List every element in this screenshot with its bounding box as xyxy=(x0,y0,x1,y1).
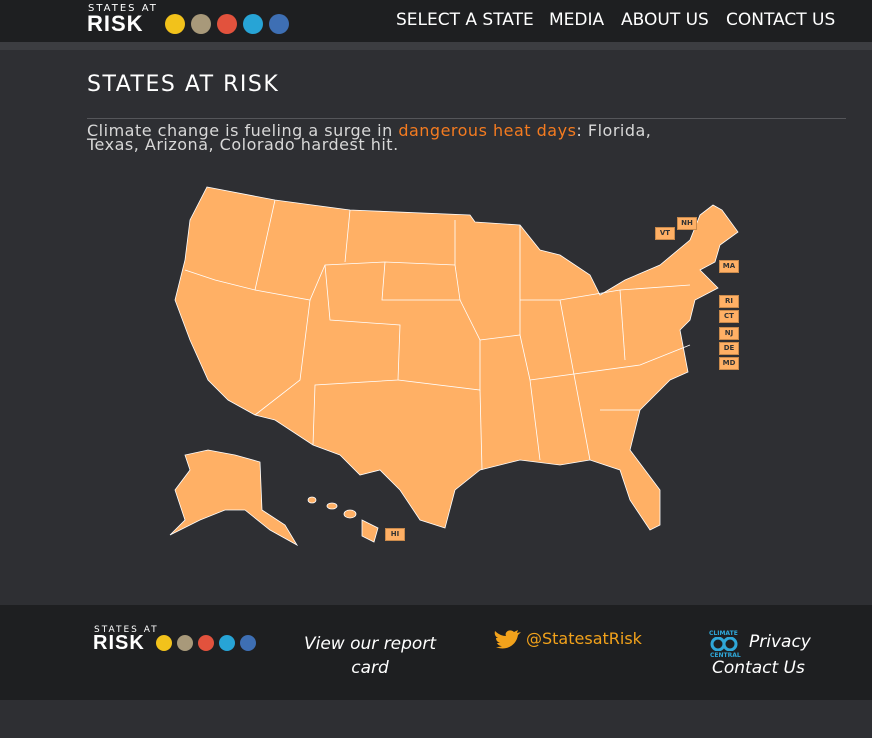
partner-icon xyxy=(710,637,738,651)
twitter-link[interactable]: @StatesatRisk xyxy=(526,629,642,648)
footer-logo-top: STATES AT xyxy=(94,625,159,635)
hawaii[interactable] xyxy=(343,509,357,519)
divider xyxy=(87,118,846,119)
state-label[interactable]: NH xyxy=(677,217,697,230)
partner-top: CLIMATE xyxy=(709,630,738,637)
footer-logo-icons xyxy=(156,635,256,651)
footer-logo-main[interactable]: RISK xyxy=(93,632,145,654)
state-label[interactable]: HI xyxy=(385,528,405,541)
state-label[interactable]: CT xyxy=(719,310,739,323)
contact-link[interactable]: Contact Us xyxy=(712,658,805,678)
state-label[interactable]: VT xyxy=(655,227,675,240)
header-bar xyxy=(0,42,872,50)
alaska[interactable] xyxy=(169,449,299,547)
partner-bottom: CENTRAL xyxy=(710,652,741,659)
intro-text: Climate change is fueling a surge in xyxy=(87,121,399,140)
page-title: STATES AT RISK xyxy=(87,72,280,97)
state-label[interactable]: DE xyxy=(719,342,739,355)
twitter-icon[interactable] xyxy=(494,629,522,653)
hawaii[interactable] xyxy=(326,502,338,510)
nav-link[interactable]: MEDIA xyxy=(549,10,605,30)
logo-main[interactable]: RISK xyxy=(87,11,144,36)
nav-link[interactable]: CONTACT US xyxy=(726,10,836,30)
intro-link[interactable]: dangerous heat days xyxy=(398,121,577,140)
header: STATES AT RISK SELECT A STATE MEDIA ABOU… xyxy=(0,0,872,42)
state-label[interactable]: MD xyxy=(719,357,739,370)
logo-icons xyxy=(165,14,289,34)
state-label[interactable]: RI xyxy=(719,295,739,308)
intro-text: : Florida, Texas, Arizona, Colorado hard… xyxy=(87,121,652,154)
state-label[interactable]: NJ xyxy=(719,327,739,340)
state-label[interactable]: MA xyxy=(719,260,739,273)
logo-top: STATES AT xyxy=(88,3,158,14)
state-borders xyxy=(184,199,691,471)
intro: Climate change is fueling a surge in dan… xyxy=(87,121,707,154)
hawaii[interactable] xyxy=(361,519,379,543)
nav-link[interactable]: ABOUT US xyxy=(621,10,709,30)
us-map[interactable] xyxy=(0,0,872,600)
report-link[interactable]: View our report card xyxy=(304,634,436,678)
nav-link[interactable]: SELECT A STATE xyxy=(396,10,534,30)
lower-48[interactable] xyxy=(174,186,739,531)
hawaii[interactable] xyxy=(307,496,317,504)
privacy-link[interactable]: Privacy xyxy=(749,632,811,652)
footer: STATES AT RISK View our report card @Sta… xyxy=(0,605,872,700)
